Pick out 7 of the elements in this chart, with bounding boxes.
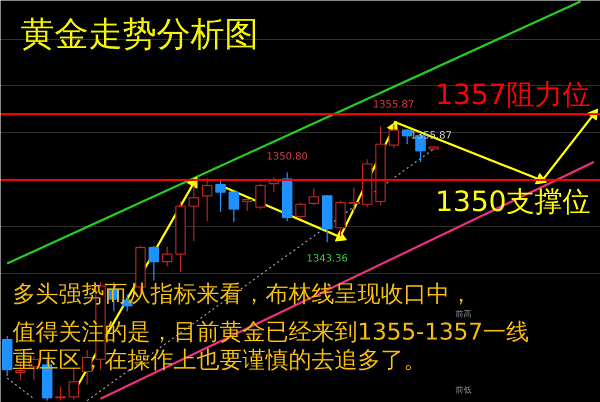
annotation: 前低 [456,386,472,394]
ref-line-label: 1357阻力位 [435,78,591,112]
annotation: 1343.36 [306,253,348,264]
chart-title: 黄金走势分析图 [20,14,258,54]
annotation: 前高 [456,310,472,318]
annotation: 1350.80 [266,151,308,162]
annotation: 1355.87 [372,100,414,110]
